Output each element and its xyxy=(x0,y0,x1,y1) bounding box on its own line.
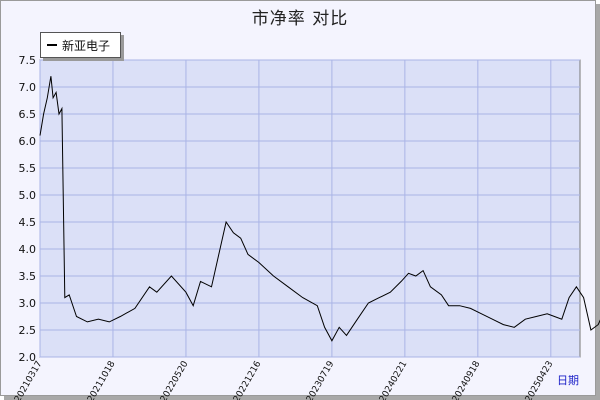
x-tick-label: 20211018 xyxy=(86,359,118,400)
y-tick-label: 4.0 xyxy=(19,243,37,256)
y-tick-label: 3.0 xyxy=(19,297,37,310)
plot-area xyxy=(39,59,581,358)
y-tick-label: 6.5 xyxy=(19,108,37,121)
x-tick-label: 20240918 xyxy=(451,359,483,400)
legend-label: 新亚电子 xyxy=(62,38,111,53)
y-tick-label: 4.5 xyxy=(19,216,37,229)
series-layer xyxy=(39,76,600,342)
x-axis-label: 日期 xyxy=(557,374,579,387)
y-tick-label: 2.5 xyxy=(19,324,37,337)
x-tick-label: 20230719 xyxy=(305,359,337,400)
series-line xyxy=(39,76,600,342)
y-tick-label: 5.0 xyxy=(19,189,37,202)
y-tick-label: 5.5 xyxy=(19,162,37,175)
y-tick-label: 7.5 xyxy=(19,54,37,67)
y-tick-label: 2.0 xyxy=(19,351,37,364)
y-tick-label: 7.0 xyxy=(19,81,37,94)
y-tick-label: 3.5 xyxy=(19,270,37,283)
x-tick-label: 20220520 xyxy=(159,359,191,400)
x-tick-label: 20221216 xyxy=(232,359,264,400)
plot-background xyxy=(39,59,581,358)
x-tick-label: 20240221 xyxy=(378,360,410,400)
y-axis-ticks: 2.0 2.5 3.0 3.5 4.0 4.5 5.0 5.5 6.0 6.5 7.0 7.5 xyxy=(19,54,37,364)
legend: 新亚电子 xyxy=(40,32,122,58)
x-axis-ticks: 20210317 20211018 20220520 20221216 20230719… xyxy=(13,359,555,400)
x-tick-label: 20250423 xyxy=(524,360,556,400)
y-tick-label: 6.0 xyxy=(19,135,37,148)
grid-lines xyxy=(39,59,580,358)
chart-title: 市净率 对比 xyxy=(251,9,349,29)
legend-line-icon xyxy=(47,44,57,46)
x-tick-label: 20210317 xyxy=(13,360,45,400)
